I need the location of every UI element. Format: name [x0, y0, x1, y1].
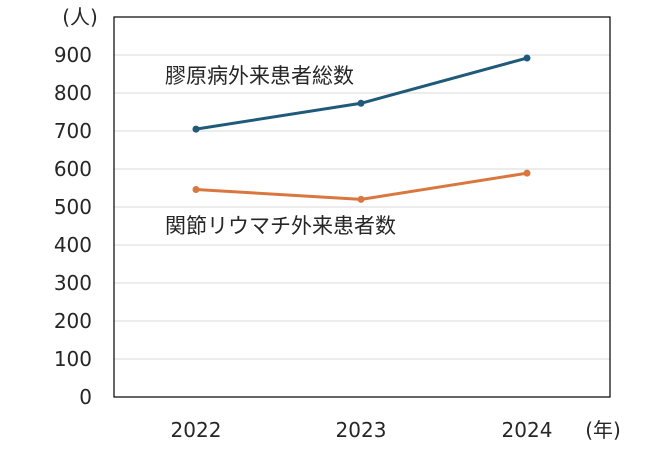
y-tick-label: 400 — [54, 233, 92, 257]
y-tick-label: 0 — [79, 385, 92, 409]
y-tick-label: 700 — [54, 119, 92, 143]
x-tick-label: 2024 — [502, 418, 553, 442]
x-axis-unit-label: (年) — [585, 418, 621, 442]
data-point — [357, 99, 365, 107]
x-tick-label: 2023 — [336, 418, 387, 442]
plot-area-border — [113, 16, 611, 398]
x-tick-label: 2022 — [171, 418, 222, 442]
y-tick-label: 800 — [54, 81, 92, 105]
data-point — [192, 186, 200, 194]
series-line-1 — [194, 171, 529, 201]
series-label-1: 関節リウマチ外来患者数 — [165, 214, 396, 238]
series-group — [192, 54, 531, 203]
y-tick-label: 600 — [54, 157, 92, 181]
x-tick-labels: 2022 2023 2024 — [171, 418, 553, 442]
y-tick-label: 900 — [54, 43, 92, 67]
data-point — [357, 195, 365, 203]
series-label-0: 膠原病外来患者総数 — [165, 64, 354, 88]
y-tick-labels: 0 100 200 300 400 500 600 700 800 900 — [54, 43, 92, 409]
data-point — [523, 169, 531, 177]
y-tick-label: 100 — [54, 347, 92, 371]
y-tick-label: 200 — [54, 309, 92, 333]
data-point — [523, 54, 531, 62]
data-point — [192, 125, 200, 133]
y-axis-unit-label: (人) — [62, 5, 98, 29]
y-tick-label: 300 — [54, 271, 92, 295]
y-tick-label: 500 — [54, 195, 92, 219]
